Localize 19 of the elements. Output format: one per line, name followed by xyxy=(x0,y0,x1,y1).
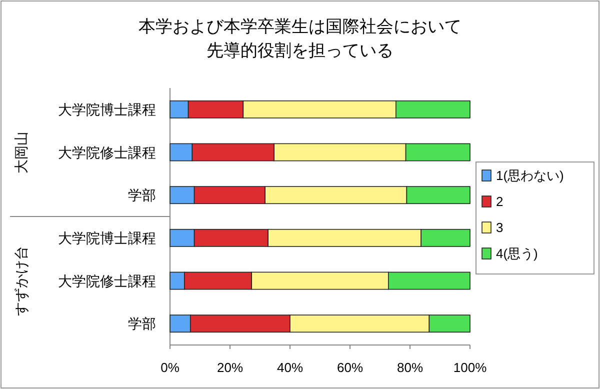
y-tick-label: 大学院博士課程 xyxy=(58,101,156,118)
legend-label: 4(思う) xyxy=(496,246,538,261)
x-tick-label: 80% xyxy=(396,360,424,375)
legend-label: 1(思わない) xyxy=(496,168,564,183)
x-tick-label: 20% xyxy=(216,360,244,375)
chart-title: 本学および本学卒業生は国際社会において先導的役割を担っている xyxy=(138,17,462,60)
text: 大岡山 xyxy=(13,131,29,174)
legend-label: 3 xyxy=(496,220,504,235)
x-tick-label: 100% xyxy=(453,360,488,375)
y-tick-label: 大学院博士課程 xyxy=(58,230,156,246)
legend-label: 2 xyxy=(496,194,504,209)
y-tick-label: 学部 xyxy=(128,187,156,204)
x-tick-label: 40% xyxy=(276,360,304,375)
x-tick-label: 0% xyxy=(160,360,180,375)
x-tick-label: 60% xyxy=(336,360,364,375)
text: すずかけ台 xyxy=(13,246,29,316)
y-tick-label: 大学院修士課程 xyxy=(58,144,156,160)
y-tick-label: 学部 xyxy=(128,316,156,332)
y-tick-label: 大学院修士課程 xyxy=(58,272,156,289)
